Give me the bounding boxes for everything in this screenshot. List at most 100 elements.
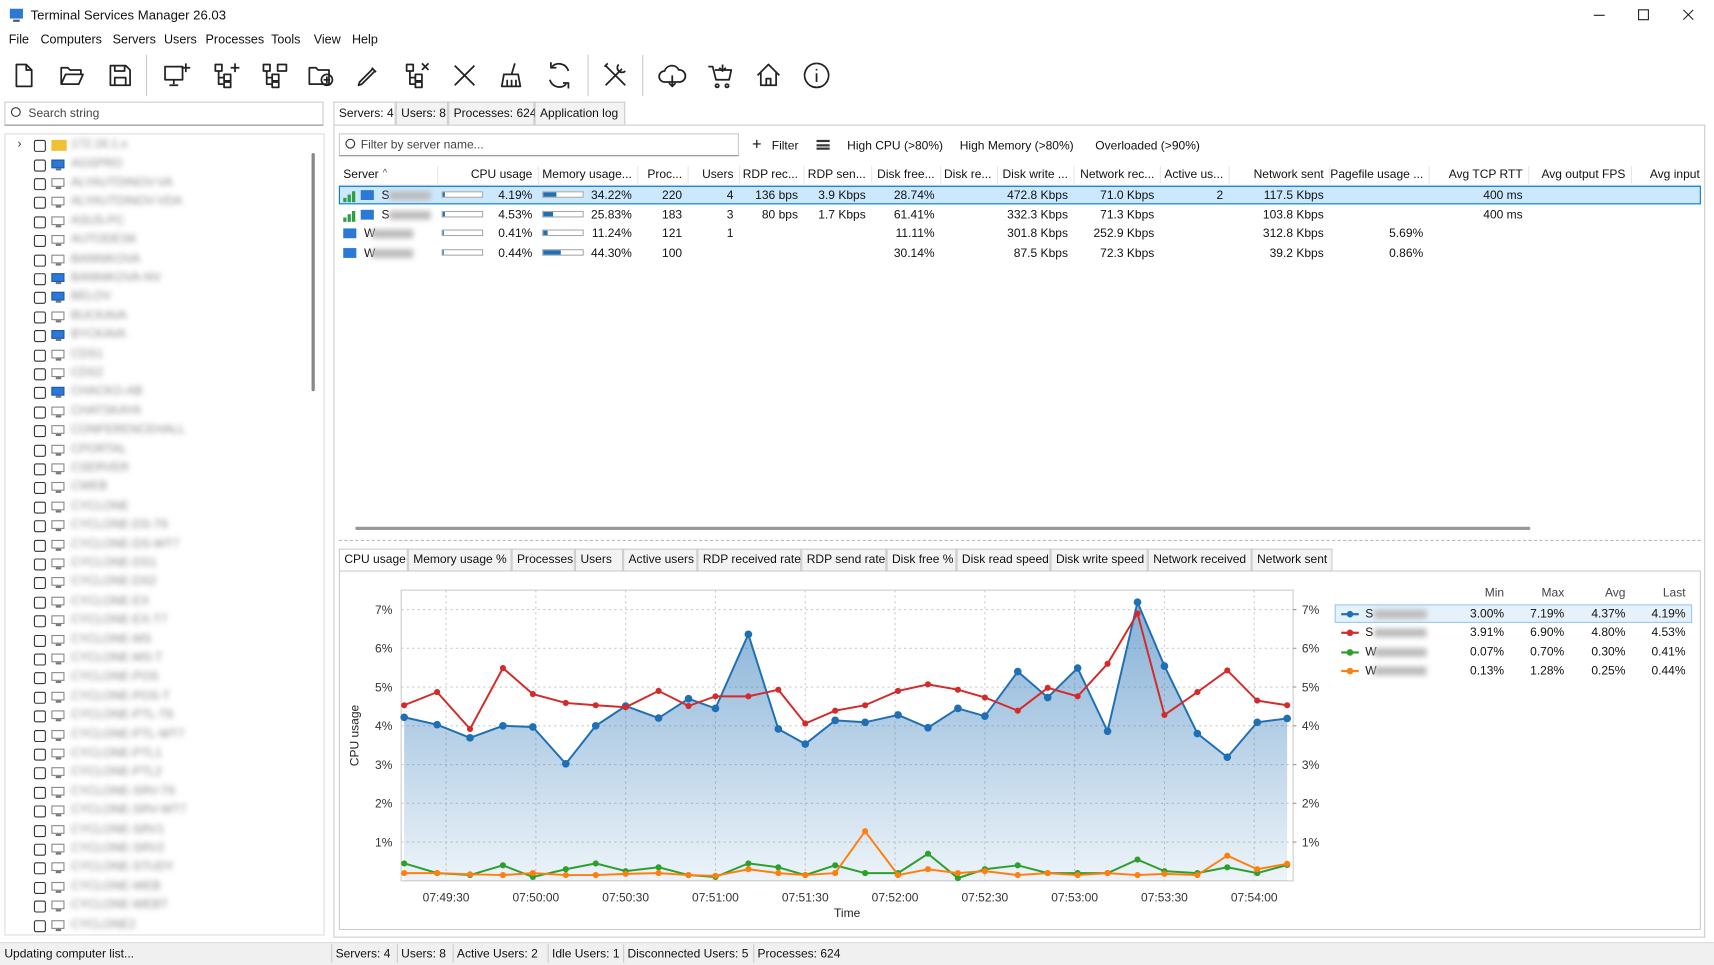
checkbox[interactable] xyxy=(33,824,46,837)
table-row[interactable] xyxy=(338,185,1701,205)
menu-item[interactable]: Tools xyxy=(271,33,301,47)
tree-item[interactable]: CYCLONE-POS xyxy=(71,670,159,684)
server-name[interactable]: S xyxy=(381,189,390,203)
filter-input[interactable] xyxy=(338,133,739,157)
toolbar-button[interactable] xyxy=(60,66,84,86)
tree-item[interactable]: CYCLONE-WEB xyxy=(71,879,161,893)
chart-tab-label[interactable]: Processes xyxy=(517,552,574,567)
column-header[interactable]: Memory usage... xyxy=(542,168,632,182)
chart-tab-label[interactable]: Disk read speed xyxy=(961,552,1049,567)
legend-name[interactable]: S xyxy=(1365,626,1374,640)
tab[interactable] xyxy=(448,101,535,125)
chart-tab-label[interactable]: Disk free % xyxy=(891,552,954,567)
checkbox[interactable] xyxy=(33,292,46,305)
legend-name[interactable]: W xyxy=(1365,645,1377,659)
tree-item[interactable]: CSERVER xyxy=(71,461,129,475)
column-header[interactable]: Disk write ... xyxy=(1002,168,1068,182)
column-header[interactable]: Server xyxy=(343,168,379,182)
toolbar-button[interactable] xyxy=(803,62,830,89)
tree-item[interactable]: CYCLONE-DS2 xyxy=(71,575,157,589)
server-name[interactable]: W xyxy=(364,246,376,260)
column-header[interactable]: CPU usage xyxy=(470,168,533,182)
column-header[interactable]: Proc... xyxy=(647,168,683,182)
tree-item[interactable]: CYCLONE-EX xyxy=(71,594,150,608)
checkbox[interactable] xyxy=(33,710,46,723)
tree-item[interactable]: CYCLONE-STUDY xyxy=(71,860,174,874)
tree-item[interactable]: CYCLONE-SRV2 xyxy=(71,841,165,855)
tree-item[interactable]: AUTODESK xyxy=(71,232,137,246)
checkbox[interactable] xyxy=(33,349,46,362)
checkbox[interactable] xyxy=(33,653,46,666)
toolbar-button[interactable] xyxy=(500,63,522,88)
toolbar-button[interactable] xyxy=(756,63,781,87)
checkbox[interactable] xyxy=(33,178,46,191)
chart-tab[interactable] xyxy=(1050,548,1148,571)
tree-item[interactable]: AGSPRO xyxy=(71,156,123,170)
checkbox[interactable] xyxy=(33,368,46,381)
tree-item[interactable]: CYCLONE-MS-T xyxy=(71,651,163,665)
toolbar-button[interactable] xyxy=(357,67,377,87)
tree-item[interactable]: CDS2 xyxy=(71,365,104,380)
tab[interactable] xyxy=(534,101,626,125)
tree-item[interactable]: CYCLONE-WEBT xyxy=(71,898,168,912)
checkbox[interactable] xyxy=(33,197,46,210)
menu-item[interactable]: Help xyxy=(351,33,378,47)
toolbar-button[interactable] xyxy=(548,62,570,89)
filter-preset[interactable]: High Memory (>80%) xyxy=(959,139,1074,154)
checkbox[interactable] xyxy=(33,235,46,248)
tab-label[interactable]: Processes: 624 xyxy=(453,107,537,121)
checkbox[interactable] xyxy=(33,577,46,590)
checkbox[interactable] xyxy=(33,501,46,514)
checkbox[interactable] xyxy=(33,900,46,913)
chart-tab-label[interactable]: CPU usage xyxy=(344,552,406,567)
column-header[interactable]: Avg output FPS xyxy=(1541,168,1626,182)
chart-tab-label[interactable]: RDP send rate xyxy=(806,552,886,567)
toolbar-button[interactable] xyxy=(164,63,191,87)
column-header[interactable]: Network rec... xyxy=(1080,168,1155,182)
chart-tab[interactable] xyxy=(801,548,887,571)
tree-item[interactable]: CYCLONE-SRV1 xyxy=(71,822,165,836)
tree-item[interactable]: BELOV xyxy=(71,289,112,304)
tree-item[interactable]: CYCLONE-DS-T6 xyxy=(71,518,168,532)
checkbox[interactable] xyxy=(33,767,46,780)
checkbox[interactable] xyxy=(33,444,46,457)
checkbox[interactable] xyxy=(33,482,46,495)
chart-tab[interactable] xyxy=(1147,548,1252,571)
chart-tab-label[interactable]: Network sent xyxy=(1257,552,1328,567)
checkbox[interactable] xyxy=(33,881,46,894)
column-header[interactable]: Avg TCP RTT xyxy=(1448,168,1523,182)
tree-item[interactable]: CYCLONE-DS1 xyxy=(71,556,157,570)
chart-tab-label[interactable]: RDP received rate xyxy=(702,552,801,567)
tab-label[interactable]: Application log xyxy=(539,107,619,121)
checkbox[interactable] xyxy=(33,463,46,476)
chart-tab-label[interactable]: Active users xyxy=(628,552,695,567)
menu-item[interactable]: Processes xyxy=(205,33,265,47)
tab[interactable] xyxy=(395,101,449,125)
chart-tab-label[interactable]: Disk write speed xyxy=(1055,552,1145,567)
checkbox[interactable] xyxy=(33,139,46,152)
filter-plus[interactable]: + xyxy=(752,135,762,155)
tree-item[interactable]: CHACKO-AB xyxy=(71,385,143,399)
tree-item[interactable]: 172.16.1.x xyxy=(71,137,128,151)
checkbox[interactable] xyxy=(33,786,46,799)
tree-item[interactable]: ALYAUTDINOV-VA xyxy=(71,175,173,189)
column-header[interactable]: Active us... xyxy=(1164,168,1224,182)
legend-name[interactable]: S xyxy=(1365,607,1374,621)
checkbox[interactable] xyxy=(33,862,46,875)
column-header[interactable]: RDP rec... xyxy=(742,168,798,182)
column-header[interactable]: Disk free... xyxy=(877,168,935,182)
checkbox[interactable] xyxy=(33,805,46,818)
checkbox[interactable] xyxy=(33,672,46,685)
legend-name[interactable]: W xyxy=(1365,664,1377,678)
server-name[interactable]: S xyxy=(381,208,390,222)
checkbox[interactable] xyxy=(33,406,46,419)
checkbox[interactable] xyxy=(33,843,46,856)
chart-tab[interactable] xyxy=(697,548,802,571)
tree-item[interactable]: BANNIKOVA-NV xyxy=(71,270,162,285)
menu-item[interactable]: Computers xyxy=(40,33,102,47)
tree-item[interactable]: CYCLONE-PTL-T6 xyxy=(71,708,174,722)
search-box[interactable] xyxy=(4,101,324,126)
toolbar-button[interactable] xyxy=(308,66,334,87)
tree-item[interactable]: CYCLONE-EX-T7 xyxy=(71,613,168,627)
chart-tab[interactable] xyxy=(886,548,957,571)
